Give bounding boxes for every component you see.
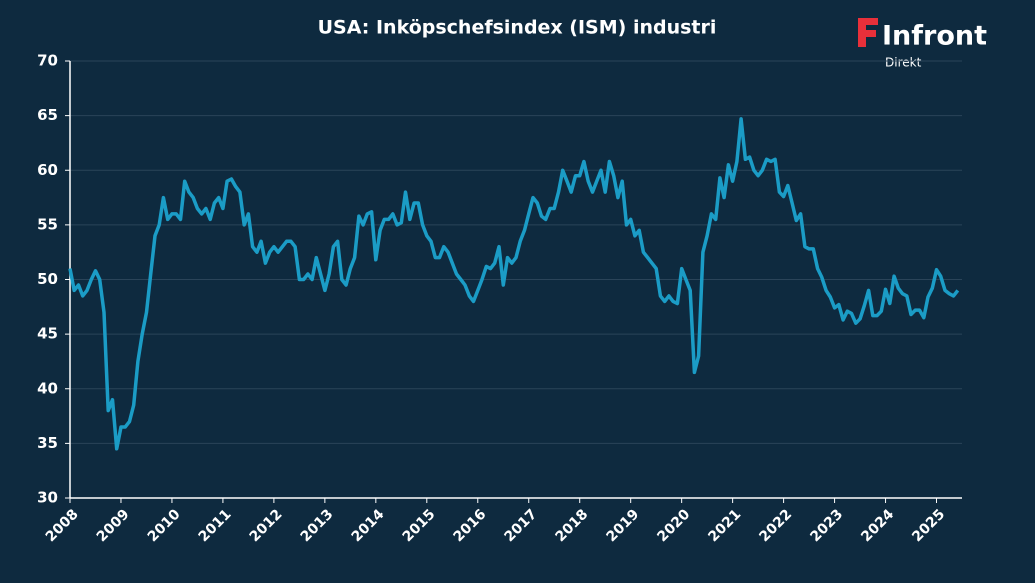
x-tick-label: 2017 — [502, 506, 541, 545]
x-tick-label: 2019 — [603, 506, 642, 545]
x-tick-label: 2020 — [654, 506, 693, 545]
y-tick-label: 55 — [37, 215, 58, 233]
x-tick-label: 2018 — [553, 506, 592, 545]
logo-sub: Direkt — [885, 56, 922, 70]
x-tick-label: 2014 — [349, 506, 388, 545]
x-tick-label: 2021 — [705, 506, 744, 545]
x-tick-label: 2010 — [145, 506, 184, 545]
y-tick-label: 30 — [37, 489, 58, 507]
x-tick-label: 2015 — [400, 506, 439, 545]
y-tick-label: 60 — [37, 161, 58, 179]
x-tick-label: 2025 — [909, 506, 948, 545]
x-tick-label: 2022 — [756, 506, 795, 545]
x-tick-label: 2008 — [43, 506, 82, 545]
y-tick-label: 40 — [37, 379, 58, 397]
chart-title: USA: Inköpschefsindex (ISM) industri — [318, 17, 717, 39]
logo: Infront Direkt — [858, 18, 987, 70]
y-tick-label: 65 — [37, 106, 58, 124]
x-tick-label: 2011 — [196, 506, 235, 545]
x-tick-label: 2016 — [451, 506, 490, 545]
data-line — [68, 117, 960, 451]
x-tick-label: 2009 — [94, 506, 133, 545]
x-tick-label: 2023 — [807, 506, 846, 545]
y-tick-label: 45 — [37, 325, 58, 343]
y-tick-label: 70 — [37, 52, 58, 70]
x-tick-label: 2013 — [298, 506, 337, 545]
logo-name: Infront — [882, 21, 987, 52]
x-tick-label: 2012 — [247, 506, 286, 545]
logo-icon — [858, 18, 878, 47]
x-tick-label: 2024 — [858, 506, 897, 545]
y-tick-label: 35 — [37, 434, 58, 452]
y-tick-label: 50 — [37, 270, 58, 288]
